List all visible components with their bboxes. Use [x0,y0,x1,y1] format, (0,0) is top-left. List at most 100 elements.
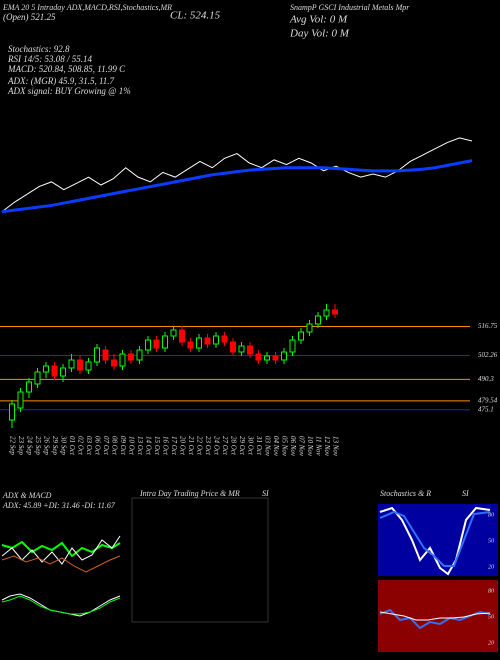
panel-title: SI [462,489,469,498]
candle-body [51,365,58,377]
x-tick-label: 24 Oct [212,436,220,456]
candle-body [102,349,109,361]
candle-body [247,345,253,355]
candle-body [145,339,151,351]
candle-body [170,329,177,337]
x-tick-label: 06 Oct [93,436,101,456]
x-tick-label: 25 Sep [34,436,42,455]
stoch-d [379,510,491,567]
candle-body [34,371,41,385]
x-tick-label: 23 Sep [17,436,25,455]
price-line [1,137,473,213]
candle-body [255,353,262,361]
candle-body [77,359,83,371]
candle-body [264,355,270,361]
rsi-bg [378,580,498,652]
candle-body [323,309,330,317]
panel-values: ADX: 45.89 +DI: 31.46 -DI: 11.67 [2,501,116,510]
x-tick-label: 27 Oct [221,436,229,456]
candle-body [153,339,160,349]
x-tick-label: 13 Oct [136,436,144,456]
candle-body [213,335,219,345]
level-label: 502.26 [478,351,498,359]
intraday-box [131,497,269,623]
candle-body [128,353,134,361]
x-tick-label: 12 Nov [323,436,331,457]
level-label: 516.75 [478,322,498,330]
x-tick-label: 03 Nov [263,436,271,457]
candle-body [187,341,194,349]
panel-title: Stochastics & R [380,489,431,498]
header-right: SnampP GSCI Industrial Metals Mpr [290,3,410,12]
info: RSI 14/5: 53.08 / 55.14 [7,54,92,64]
day-vol: Day Vol: 0 M [289,28,350,40]
panel-tick: 50 [488,538,494,544]
panel-tick: 80 [488,588,494,594]
x-tick-label: 09 Oct [119,436,127,456]
candle-body [238,345,245,353]
candle-body [26,381,32,393]
x-tick-label: 08 Oct [110,436,118,456]
x-tick-label: 26 Sep [42,436,50,455]
panel-tick: 50 [488,614,494,620]
x-tick-label: 11 Nov [314,436,322,456]
level-label: 475.1 [478,405,494,413]
candle-body [281,351,287,361]
x-tick-label: 24 Sep [25,436,33,455]
ma-line [1,159,473,214]
candle-body [272,355,279,361]
x-tick-label: 16 Oct [161,436,169,456]
info: Stochastics: 92.8 [8,44,70,54]
x-tick-label: 30 Oct [246,435,254,456]
candle-body [221,335,228,343]
x-tick-label: 21 Oct [187,436,195,456]
candle-body [136,349,143,361]
x-tick-label: 06 Nov [289,436,297,457]
candle-body [43,365,49,373]
panel-tick: 80 [488,512,494,518]
x-tick-label: 30 Sep [59,435,67,455]
x-tick-label: 02 Oct [76,436,84,456]
rsi-avg [379,611,491,621]
candle-body [68,359,75,369]
candle-body [94,347,100,363]
candle-body [306,323,313,333]
x-tick-label: 07 Nov [297,436,305,457]
x-tick-label: 31 Oct [255,435,263,456]
candle-body [196,337,202,349]
x-tick-label: 29 Sep [51,436,59,455]
x-tick-label: 28 Oct [229,436,237,456]
x-tick-label: 04 Nov [272,436,280,457]
x-tick-label: 01 Oct [68,436,76,456]
info: ADX signal: BUY Growing @ 1% [7,86,131,96]
candle-body [85,361,92,371]
candle-body [162,335,168,349]
candle-body [289,339,296,353]
x-tick-label: 15 Oct [153,436,161,456]
info: ADX: (MGR) 45.9, 31.5, 11.7 [7,76,115,86]
header-left: EMA 20 5 Intraday ADX,MACD,RSI,Stochasti… [2,3,172,12]
panel-title: Intra Day Trading Price & MR [139,489,240,498]
panel-tick: 20 [488,640,494,646]
candle-body [17,391,24,409]
candle-body [298,331,304,341]
x-tick-label: 23 Oct [204,436,212,456]
x-tick-label: 07 Oct [102,436,110,456]
x-tick-label: 13 Nov [331,436,339,457]
candle-body [204,337,211,345]
avg-vol: Avg Vol: 0 M [289,14,348,26]
x-tick-label: 10 Oct [127,436,135,456]
x-tick-label: 29 Oct [238,436,246,456]
header-close: CL: 524.15 [170,10,221,22]
candle-body [60,367,66,377]
x-tick-label: 10 Nov [306,436,314,457]
x-tick-label: 22 Sep [8,436,16,455]
level-label: 490.3 [478,375,494,383]
x-tick-label: 05 Nov [280,436,288,457]
candle-body [332,309,338,315]
panel-tick: 20 [488,564,494,570]
x-tick-label: 20 Oct [178,436,186,456]
panel-title: SI [262,489,269,498]
